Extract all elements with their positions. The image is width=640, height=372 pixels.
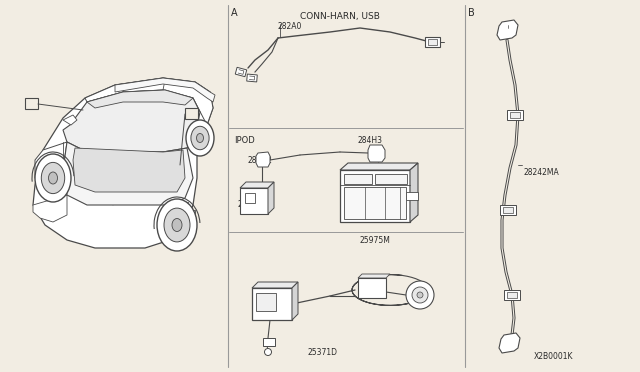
Ellipse shape xyxy=(42,163,65,193)
Polygon shape xyxy=(268,182,274,214)
Polygon shape xyxy=(115,78,215,102)
Circle shape xyxy=(412,287,428,303)
Bar xyxy=(375,174,407,184)
Polygon shape xyxy=(73,148,185,192)
Bar xyxy=(240,188,268,214)
Polygon shape xyxy=(63,90,200,152)
Bar xyxy=(507,292,517,298)
Text: 284H3: 284H3 xyxy=(358,136,383,145)
Bar xyxy=(406,192,418,200)
Bar xyxy=(510,112,520,118)
Text: 284H2: 284H2 xyxy=(248,156,273,165)
Polygon shape xyxy=(256,152,270,167)
Bar xyxy=(183,210,195,217)
Text: 28023: 28023 xyxy=(238,200,262,209)
Polygon shape xyxy=(33,195,67,222)
Polygon shape xyxy=(358,274,390,278)
Polygon shape xyxy=(246,74,257,82)
Text: IPOD: IPOD xyxy=(234,136,255,145)
Bar xyxy=(25,98,38,109)
Bar xyxy=(358,278,386,298)
Ellipse shape xyxy=(196,134,204,142)
Polygon shape xyxy=(63,142,193,205)
Polygon shape xyxy=(87,90,193,108)
Ellipse shape xyxy=(164,208,190,242)
Polygon shape xyxy=(85,78,213,125)
Bar xyxy=(340,170,410,222)
Bar xyxy=(425,37,440,47)
Polygon shape xyxy=(252,282,298,288)
Text: 25975M: 25975M xyxy=(360,236,391,245)
Text: CONN-HARN, USB: CONN-HARN, USB xyxy=(300,12,380,21)
Bar xyxy=(500,205,516,215)
Bar xyxy=(344,187,406,219)
Bar xyxy=(344,174,372,184)
Bar xyxy=(256,293,276,311)
Bar xyxy=(170,202,188,214)
Text: A: A xyxy=(29,98,35,107)
Ellipse shape xyxy=(35,154,71,202)
Polygon shape xyxy=(236,67,247,77)
Polygon shape xyxy=(499,333,520,353)
Polygon shape xyxy=(33,78,213,248)
Bar xyxy=(252,288,292,320)
Polygon shape xyxy=(340,163,418,170)
Text: 25371D: 25371D xyxy=(308,348,338,357)
Text: B: B xyxy=(189,108,195,117)
Ellipse shape xyxy=(186,120,214,156)
Circle shape xyxy=(417,292,423,298)
Circle shape xyxy=(406,281,434,309)
Text: 28242MA: 28242MA xyxy=(524,168,560,177)
Polygon shape xyxy=(240,182,274,188)
Polygon shape xyxy=(63,115,77,125)
Circle shape xyxy=(264,349,271,356)
Bar xyxy=(263,338,275,346)
Ellipse shape xyxy=(191,126,209,150)
Bar xyxy=(245,193,255,203)
Text: 284H1: 284H1 xyxy=(374,164,399,173)
Text: A: A xyxy=(231,8,237,18)
Polygon shape xyxy=(410,163,418,222)
Bar xyxy=(503,207,513,213)
Bar xyxy=(428,39,437,45)
Bar xyxy=(185,108,198,119)
Ellipse shape xyxy=(157,199,197,251)
Polygon shape xyxy=(368,145,385,162)
Text: X2B0001K: X2B0001K xyxy=(534,352,573,361)
Ellipse shape xyxy=(172,218,182,231)
Polygon shape xyxy=(497,20,518,40)
Polygon shape xyxy=(35,142,67,195)
Bar xyxy=(504,290,520,300)
Polygon shape xyxy=(292,282,298,320)
Ellipse shape xyxy=(49,172,58,184)
Text: 282A0: 282A0 xyxy=(278,22,302,31)
Text: B: B xyxy=(468,8,475,18)
Bar xyxy=(507,110,523,120)
